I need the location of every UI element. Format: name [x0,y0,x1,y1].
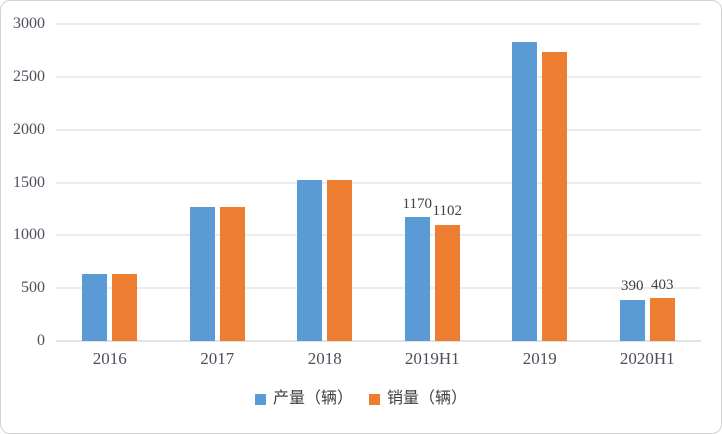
bar-groups: 1170 1102 390 403 [56,24,701,341]
bar-group: 390 403 [594,24,702,341]
x-tick-label: 2018 [307,349,342,368]
sales-bar [219,207,245,341]
y-tick-label: 2500 [13,67,45,85]
legend-label: 产量（辆） [272,390,353,407]
production-bar [297,179,323,341]
y-tick-label: 1500 [13,173,45,191]
bar-value-label: 403 [651,276,674,293]
sales-bar [542,52,568,341]
gridline [56,182,701,183]
legend-swatch [254,393,266,405]
legend-item[interactable]: 销量（辆） [369,391,467,407]
production-bar [619,299,645,341]
bar-slot [327,24,353,341]
bar-value-label: 390 [621,278,644,295]
gridlines [56,23,701,342]
bar-slot [82,24,108,341]
legend-swatch [369,393,380,405]
production-bar [189,207,215,341]
bar-slot: 1170 [402,24,432,341]
legend-item[interactable]: 产量（辆） [254,390,353,407]
bar-value-label: 1170 [402,195,432,212]
x-axis: 2016 2017 2018 2019H1 2019 2020H1 [56,349,701,369]
x-tick-label: 2016 [92,349,127,368]
y-tick-label: 3000 [13,15,45,32]
legend-label: 销量（辆） [387,390,468,407]
bar-slot: 390 [619,24,645,341]
sales-bar [434,224,460,341]
bar-slot [219,24,245,341]
bar-value-label: 1102 [432,203,462,220]
plot-area: 1170 1102 390 403 [56,23,701,342]
bar-slot [112,24,138,341]
x-tick-label: 2020H1 [619,349,675,368]
bar-group [271,24,379,341]
gridline [56,76,701,78]
bar-group [486,24,594,341]
bar-slot [189,24,215,341]
x-tick-label: 2017 [200,349,235,368]
sales-bar [112,274,138,341]
y-tick-label: 1000 [13,226,45,244]
y-axis: 0 500 1000 1500 2000 2500 3000 [1,16,47,349]
bar-group [164,24,272,341]
bar-slot [297,24,323,341]
bar-group: 1170 1102 [379,24,487,341]
bar-slot: 1102 [432,24,462,341]
y-tick-label: 500 [21,279,45,297]
y-tick-label: 2000 [13,120,45,138]
y-tick-label: 0 [37,332,45,349]
gridline [56,287,701,289]
bar-slot: 403 [649,24,675,341]
bar-slot [512,24,538,341]
gridline [56,234,701,236]
sales-bar [649,298,675,341]
bar-slot [542,24,568,341]
legend: 产量（辆） 销量（辆） [1,391,721,407]
production-bar [404,217,430,341]
x-tick-label: 2019 [522,349,557,368]
x-tick-label: 2019H1 [404,349,460,368]
production-bar [82,274,108,341]
gridline [56,23,701,25]
bar-group [56,24,164,341]
gridline [56,129,701,131]
x-axis-line [56,340,701,342]
sales-bar [327,179,353,341]
production-bar [512,41,538,341]
